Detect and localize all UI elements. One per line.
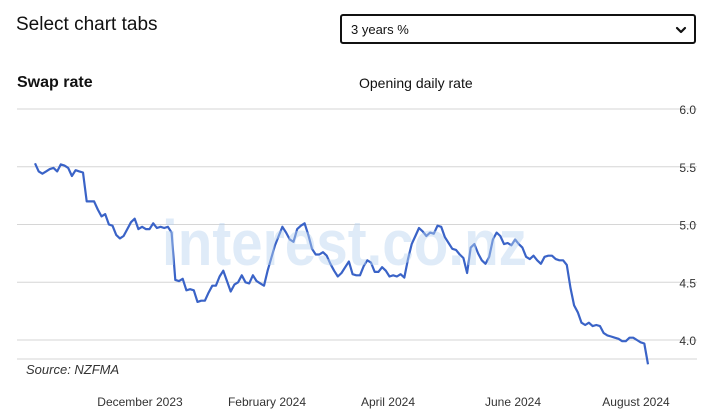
x-tick-label: December 2023: [97, 395, 183, 409]
x-tick-label: June 2024: [485, 395, 541, 409]
page-heading: Select chart tabs: [16, 14, 158, 35]
y-tick-label: 6.0: [679, 103, 696, 117]
chart-source: Source: NZFMA: [26, 362, 120, 377]
y-tick-label: 5.5: [679, 161, 696, 175]
chart-subtitle: Opening daily rate: [359, 75, 473, 91]
chevron-down-icon: [675, 26, 687, 34]
chart-grid: [17, 108, 697, 360]
x-axis-ticks: December 2023 February 2024 April 2024 June…: [97, 395, 670, 409]
y-tick-label: 4.5: [679, 276, 696, 290]
series-line: [33, 162, 650, 365]
chart-tab-select[interactable]: 3 years %: [340, 14, 696, 44]
chart-title: Swap rate: [17, 74, 93, 91]
y-axis-ticks: 6.0 5.5 5.0 4.5 4.0: [679, 103, 696, 348]
x-tick-label: August 2024: [602, 395, 670, 409]
y-tick-label: 4.0: [679, 334, 696, 348]
chart-tab-select-value: 3 years %: [351, 22, 409, 37]
swap-rate-chart: 6.0 5.5 5.0 4.5 4.0 December 2023 February 20…: [17, 103, 697, 409]
x-tick-label: April 2024: [361, 395, 415, 409]
chart-series: [33, 162, 650, 365]
x-tick-label: February 2024: [228, 395, 306, 409]
y-tick-label: 5.0: [679, 219, 696, 233]
